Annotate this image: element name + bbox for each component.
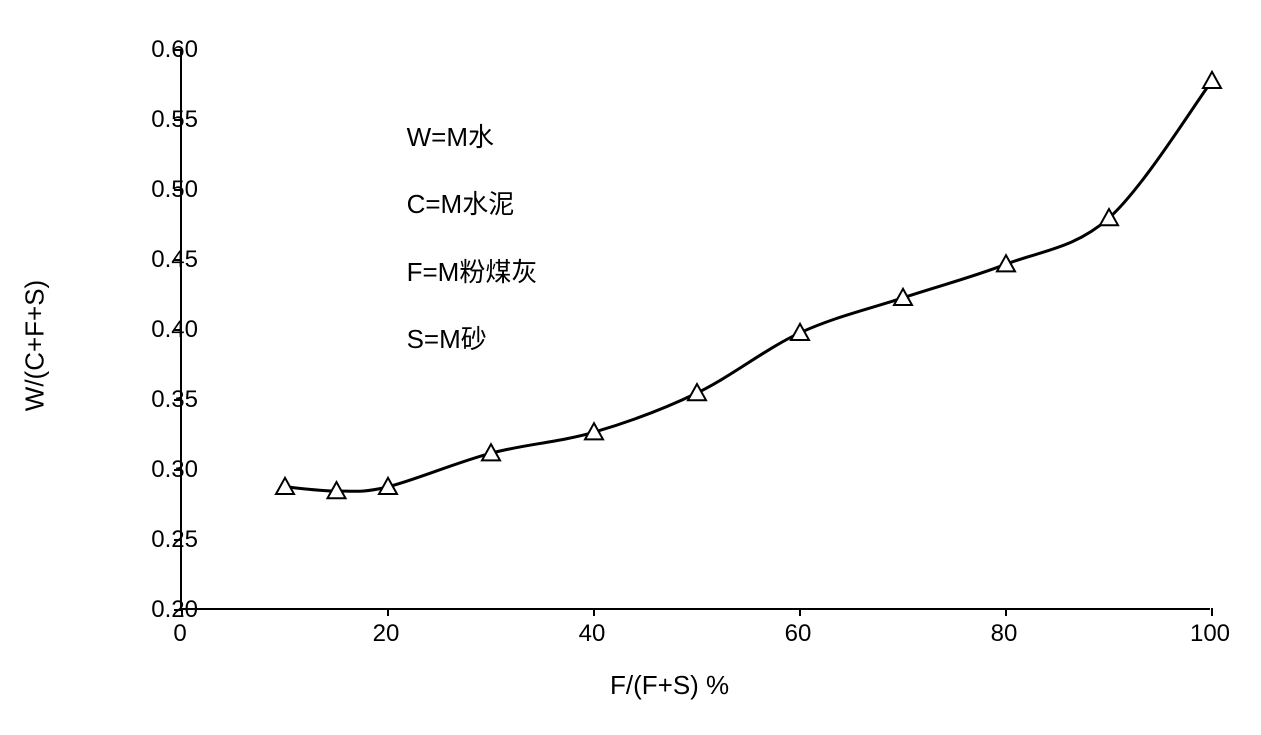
y-tick-label: 0.55 bbox=[151, 106, 198, 134]
x-tick-label: 40 bbox=[579, 620, 606, 648]
x-tick bbox=[799, 608, 801, 616]
data-marker bbox=[791, 324, 809, 340]
chart-annotation: F=M粉煤灰 bbox=[407, 252, 538, 289]
data-line-layer bbox=[182, 50, 1210, 608]
x-tick-label: 0 bbox=[173, 620, 186, 648]
chart-annotation: C=M水泥 bbox=[407, 184, 515, 221]
x-tick bbox=[593, 608, 595, 616]
chart-annotation: W=M水 bbox=[407, 117, 494, 154]
y-tick-label: 0.45 bbox=[151, 246, 198, 274]
data-marker bbox=[688, 384, 706, 400]
plot-area bbox=[180, 50, 1210, 610]
y-axis-title: W/(C+F+S) bbox=[20, 280, 51, 411]
x-tick bbox=[1005, 608, 1007, 616]
x-tick-label: 80 bbox=[991, 620, 1018, 648]
y-tick-label: 0.30 bbox=[151, 456, 198, 484]
x-tick bbox=[1211, 608, 1213, 616]
chart-annotation: S=M砂 bbox=[407, 319, 487, 356]
chart-container: W/(C+F+S) F/(F+S) % 0.200.250.300.350.40… bbox=[60, 20, 1240, 700]
x-tick-label: 20 bbox=[373, 620, 400, 648]
data-marker bbox=[276, 478, 294, 494]
x-tick bbox=[387, 608, 389, 616]
y-tick-label: 0.50 bbox=[151, 176, 198, 204]
x-tick-label: 100 bbox=[1190, 620, 1230, 648]
y-tick-label: 0.35 bbox=[151, 386, 198, 414]
y-tick-label: 0.40 bbox=[151, 316, 198, 344]
data-marker bbox=[1203, 72, 1221, 88]
y-tick-label: 0.25 bbox=[151, 526, 198, 554]
x-axis-title: F/(F+S) % bbox=[610, 670, 729, 701]
y-tick-label: 0.60 bbox=[151, 36, 198, 64]
x-tick-label: 60 bbox=[785, 620, 812, 648]
